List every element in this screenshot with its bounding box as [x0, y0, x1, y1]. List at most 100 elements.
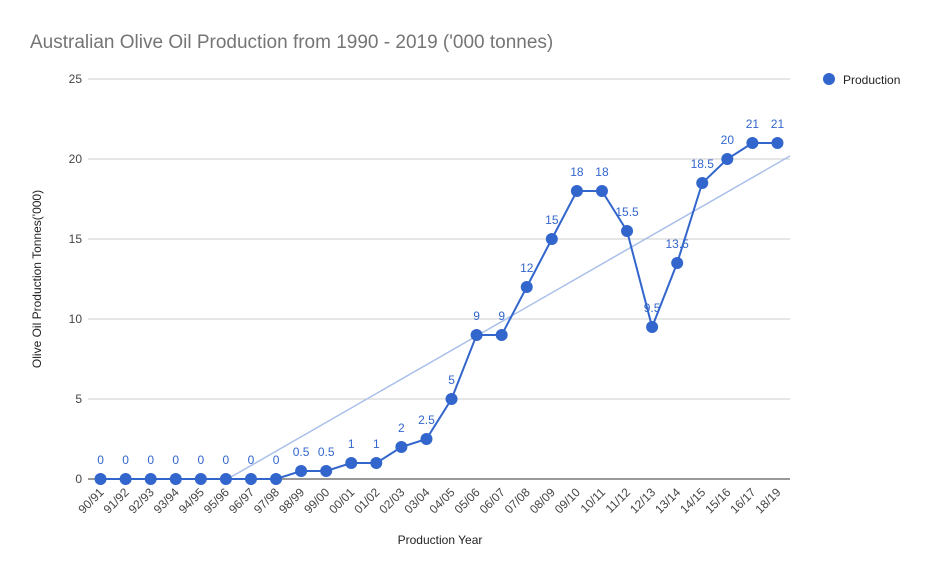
data-label: 9	[473, 309, 480, 323]
y-tick-label: 15	[69, 232, 83, 246]
x-tick-label: 10/11	[578, 485, 609, 516]
y-tick-label: 0	[75, 472, 82, 486]
data-point[interactable]	[595, 185, 608, 197]
data-point[interactable]	[320, 465, 333, 477]
data-label: 1	[373, 437, 380, 451]
x-tick-label: 06/07	[477, 485, 508, 516]
x-tick-label: 05/06	[452, 485, 483, 516]
data-label: 0	[248, 453, 255, 467]
x-tick-label: 91/92	[101, 485, 132, 516]
data-label: 15	[545, 213, 559, 227]
y-tick-label: 20	[69, 152, 83, 166]
data-label: 0	[172, 453, 179, 467]
data-label: 0.5	[318, 445, 335, 459]
x-tick-label: 07/08	[502, 485, 533, 516]
x-tick-label: 00/01	[326, 485, 357, 516]
x-tick-label: 99/00	[301, 485, 332, 516]
x-tick-label: 04/05	[427, 485, 458, 516]
data-label: 0	[147, 453, 154, 467]
data-point[interactable]	[370, 457, 383, 469]
data-point[interactable]	[119, 473, 132, 485]
data-point[interactable]	[771, 137, 784, 149]
data-point[interactable]	[671, 257, 684, 269]
data-point[interactable]	[244, 473, 257, 485]
data-point[interactable]	[445, 393, 458, 405]
data-point[interactable]	[520, 281, 533, 293]
legend-marker	[823, 73, 835, 85]
data-label: 15.5	[615, 205, 639, 219]
data-label: 0.5	[293, 445, 310, 459]
data-label: 2	[398, 421, 405, 435]
data-point[interactable]	[545, 233, 558, 245]
data-label: 2.5	[418, 413, 435, 427]
y-tick-label: 5	[75, 392, 82, 406]
trendline	[227, 155, 791, 480]
x-tick-label: 93/94	[151, 485, 182, 516]
data-point[interactable]	[570, 185, 583, 197]
data-point[interactable]	[94, 473, 107, 485]
data-label: 0	[273, 453, 280, 467]
data-label: 21	[746, 117, 760, 131]
data-point[interactable]	[721, 153, 734, 165]
data-label: 21	[771, 117, 785, 131]
x-tick-label: 95/96	[201, 485, 232, 516]
data-point[interactable]	[621, 225, 634, 237]
data-point[interactable]	[345, 457, 358, 469]
x-tick-label: 98/99	[276, 485, 307, 516]
data-label: 20	[721, 133, 735, 147]
x-tick-label: 09/10	[552, 485, 583, 516]
data-point[interactable]	[746, 137, 759, 149]
data-label: 18	[595, 165, 609, 179]
data-point[interactable]	[169, 473, 182, 485]
data-label: 1	[348, 437, 355, 451]
data-point[interactable]	[395, 441, 408, 453]
y-tick-label: 25	[69, 72, 83, 86]
data-label: 9.5	[644, 301, 661, 315]
x-axis-label: Production Year	[398, 533, 483, 547]
data-label: 18.5	[691, 157, 715, 171]
data-point[interactable]	[144, 473, 157, 485]
x-tick-label: 01/02	[351, 485, 382, 516]
data-point[interactable]	[696, 177, 709, 189]
x-tick-label: 90/91	[76, 485, 107, 516]
data-label: 0	[97, 453, 104, 467]
x-tick-label: 18/19	[752, 485, 783, 516]
data-label: 0	[223, 453, 230, 467]
x-tick-label: 02/03	[376, 485, 407, 516]
series-line	[100, 142, 778, 480]
data-point[interactable]	[470, 329, 483, 341]
x-tick-label: 13/14	[652, 485, 683, 516]
data-point[interactable]	[646, 321, 659, 333]
data-point[interactable]	[194, 473, 207, 485]
x-tick-label: 03/04	[401, 485, 432, 516]
chart-title: Australian Olive Oil Production from 199…	[30, 32, 553, 53]
y-axis-label: Olive Oil Production Tonnes('000)	[30, 190, 44, 368]
x-tick-label: 94/95	[176, 485, 207, 516]
x-tick-label: 15/16	[702, 485, 733, 516]
data-label: 5	[448, 373, 455, 387]
x-tick-label: 96/97	[226, 485, 257, 516]
x-tick-label: 12/13	[627, 485, 658, 516]
x-tick-label: 14/15	[677, 485, 708, 516]
legend-label: Production	[843, 73, 900, 87]
data-point[interactable]	[420, 433, 433, 445]
x-tick-label: 08/09	[527, 485, 558, 516]
data-label: 12	[520, 261, 534, 275]
data-label: 9	[498, 309, 505, 323]
data-point[interactable]	[295, 465, 308, 477]
x-tick-label: 16/17	[727, 485, 758, 516]
y-tick-label: 10	[69, 312, 83, 326]
data-label: 13.5	[665, 237, 689, 251]
data-point[interactable]	[495, 329, 508, 341]
data-label: 18	[570, 165, 584, 179]
data-label: 0	[197, 453, 204, 467]
legend[interactable]: Production	[823, 73, 900, 87]
x-tick-label: 11/12	[603, 485, 634, 516]
x-tick-label: 92/93	[126, 485, 157, 516]
x-tick-label: 97/98	[251, 485, 282, 516]
data-point[interactable]	[270, 473, 283, 485]
data-point[interactable]	[219, 473, 232, 485]
data-label: 0	[122, 453, 129, 467]
